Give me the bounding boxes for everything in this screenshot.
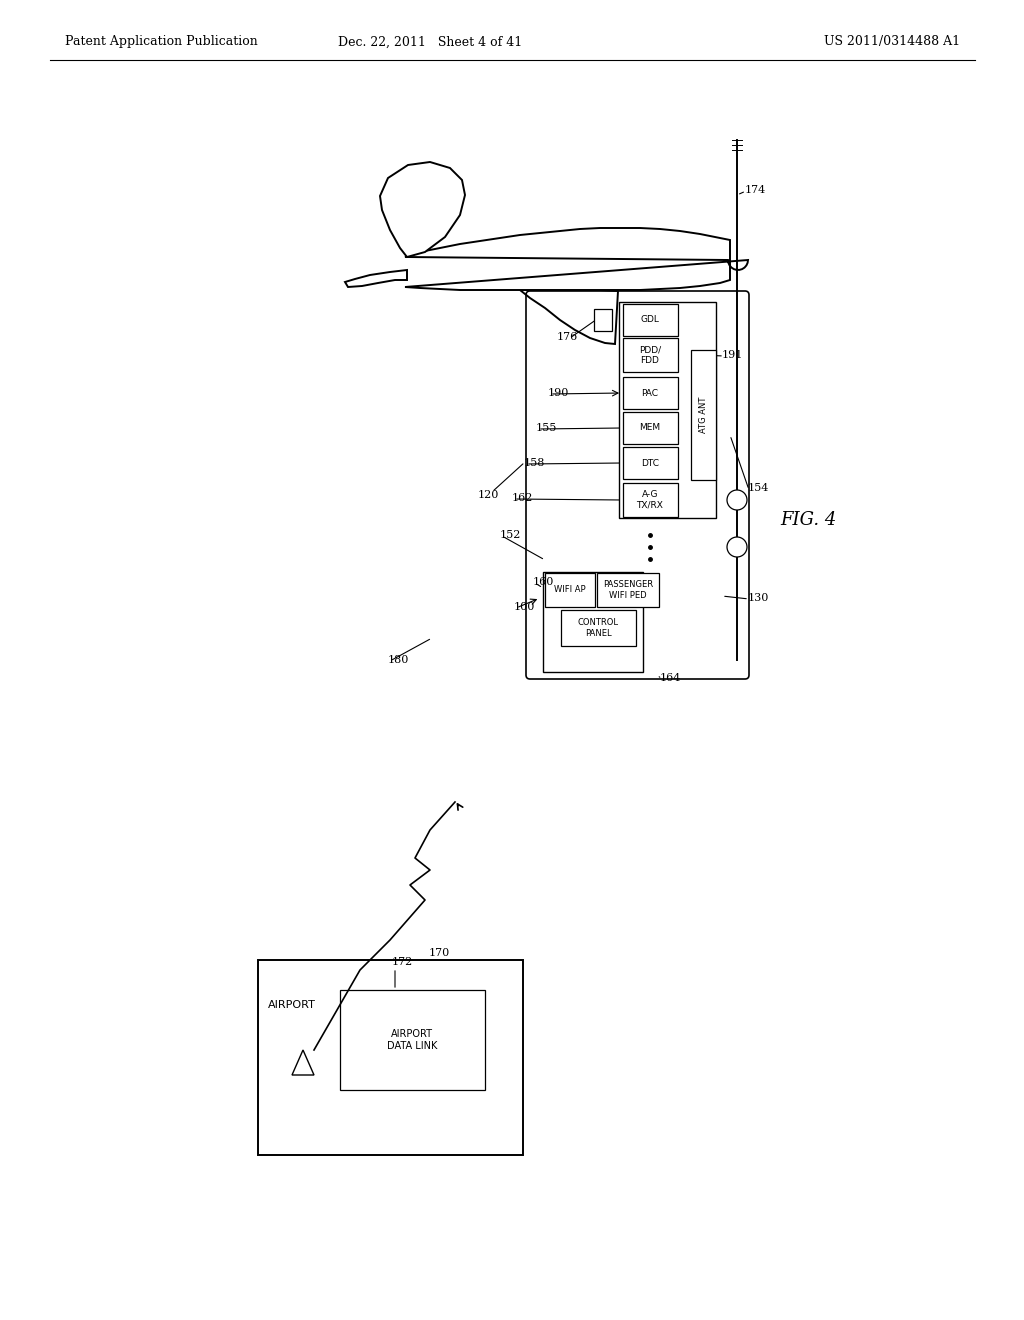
Text: 191: 191 <box>722 350 743 360</box>
Text: FIG. 4: FIG. 4 <box>780 511 837 529</box>
Text: 120: 120 <box>478 490 500 500</box>
Polygon shape <box>345 271 407 286</box>
Text: MEM: MEM <box>639 424 660 433</box>
Text: GDL: GDL <box>641 315 659 325</box>
Bar <box>623 378 678 409</box>
Text: DTC: DTC <box>641 458 659 467</box>
Text: 130: 130 <box>748 593 769 603</box>
Text: CONTROL
PANEL: CONTROL PANEL <box>578 618 618 638</box>
Bar <box>623 304 678 337</box>
Text: 180: 180 <box>388 655 410 665</box>
Text: PASSENGER
WIFI PED: PASSENGER WIFI PED <box>603 581 653 599</box>
Text: Dec. 22, 2011   Sheet 4 of 41: Dec. 22, 2011 Sheet 4 of 41 <box>338 36 522 49</box>
Bar <box>623 483 678 517</box>
Bar <box>623 412 678 444</box>
Text: 155: 155 <box>536 422 557 433</box>
Text: PDD/
FDD: PDD/ FDD <box>639 346 662 364</box>
Text: 176: 176 <box>557 333 579 342</box>
Text: 162: 162 <box>512 492 534 503</box>
Polygon shape <box>520 290 618 345</box>
Bar <box>543 572 643 672</box>
Text: PAC: PAC <box>641 388 658 397</box>
Polygon shape <box>406 228 748 290</box>
Bar <box>560 610 636 645</box>
Circle shape <box>727 537 746 557</box>
Text: AIRPORT: AIRPORT <box>268 1001 315 1010</box>
Bar <box>597 573 659 607</box>
Text: 158: 158 <box>524 458 546 469</box>
Text: 100: 100 <box>514 602 536 612</box>
Bar <box>618 302 716 517</box>
Text: 174: 174 <box>745 185 766 195</box>
Text: 172: 172 <box>392 957 414 968</box>
Text: ATG ANT: ATG ANT <box>698 397 708 433</box>
Text: 154: 154 <box>748 483 769 492</box>
Text: Patent Application Publication: Patent Application Publication <box>65 36 258 49</box>
Bar <box>623 338 678 372</box>
Bar <box>623 447 678 479</box>
Text: WIFI AP: WIFI AP <box>554 586 586 594</box>
Text: 170: 170 <box>429 948 451 958</box>
Text: A-G
TX/RX: A-G TX/RX <box>637 490 664 510</box>
Text: US 2011/0314488 A1: US 2011/0314488 A1 <box>824 36 961 49</box>
Bar <box>258 960 523 1155</box>
Bar <box>340 990 485 1090</box>
Bar <box>594 309 611 331</box>
Text: 164: 164 <box>660 673 681 682</box>
Text: AIRPORT
DATA LINK: AIRPORT DATA LINK <box>387 1030 437 1051</box>
Circle shape <box>727 490 746 510</box>
Text: 190: 190 <box>548 388 569 399</box>
Bar <box>545 573 595 607</box>
Polygon shape <box>380 162 465 257</box>
Text: 152: 152 <box>500 531 521 540</box>
Bar <box>690 350 716 480</box>
Text: 160: 160 <box>534 577 554 587</box>
